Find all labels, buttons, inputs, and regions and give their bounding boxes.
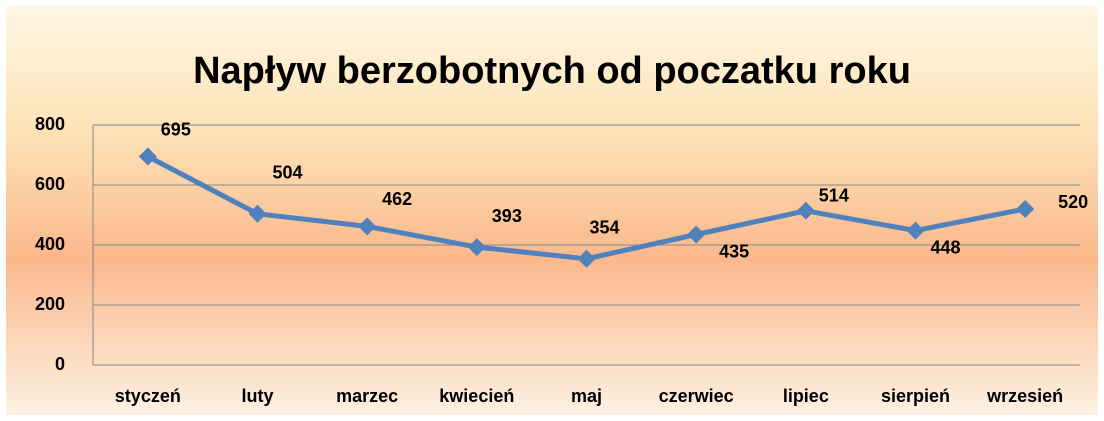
x-tick-label: maj [571,386,602,406]
data-label: 393 [492,206,522,226]
marker [1016,200,1035,218]
marker [138,147,157,166]
chart-title: Napływ berzobotnych od poczatku roku [193,50,911,92]
x-tick-label: luty [241,386,273,406]
marker [577,249,596,268]
data-label: 514 [819,186,849,206]
x-tick-label: kwiecień [439,386,514,406]
y-tick-label: 600 [35,174,65,194]
data-label: 695 [161,119,191,139]
marker [796,201,815,220]
data-label: 462 [382,189,412,209]
data-label: 448 [930,237,960,257]
chart-background [6,6,1098,415]
marker [248,204,267,223]
y-tick-label: 200 [35,294,65,314]
x-tick-label: marzec [336,386,398,406]
x-tick-label: sierpień [881,386,950,406]
data-label: 354 [589,218,619,238]
marker [358,217,377,236]
data-label: 504 [272,163,302,183]
x-tick-label: czerwiec [659,386,734,406]
data-label: 435 [719,241,749,261]
y-tick-label: 400 [35,234,65,254]
marker [906,221,925,240]
data-label: 520 [1058,192,1088,212]
x-tick-label: lipiec [783,386,829,406]
x-tick-label: styczeń [115,386,181,406]
y-tick-label: 0 [55,354,65,374]
y-tick-label: 800 [35,114,65,134]
x-tick-label: wrzesień [986,386,1063,406]
marker [687,225,706,244]
marker [467,238,486,257]
